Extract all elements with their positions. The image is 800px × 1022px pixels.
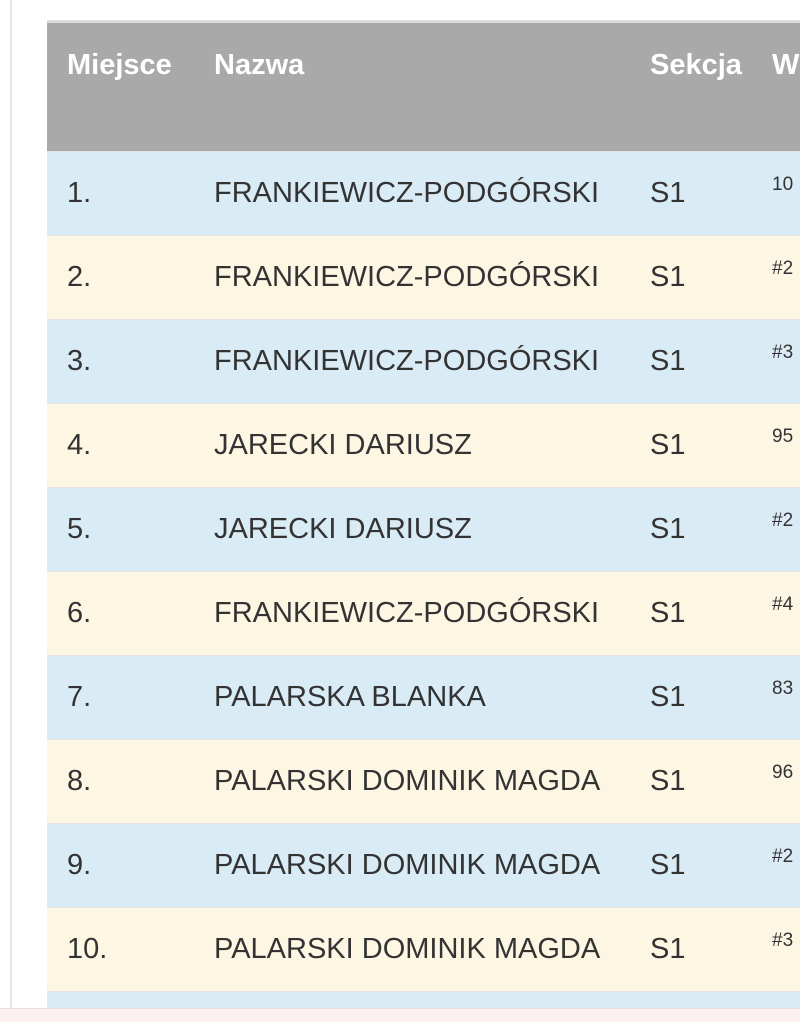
cell-place: 3.	[47, 319, 194, 404]
cell-empty	[630, 991, 754, 1010]
table-row[interactable]: 7. PALARSKA BLANKA S1 83	[47, 655, 800, 740]
table-row[interactable]: 6. FRANKIEWICZ-PODGÓRSKI S1 #4	[47, 571, 800, 656]
cell-empty	[194, 991, 630, 1010]
cell-name: FRANKIEWICZ-PODGÓRSKI	[194, 235, 630, 320]
cell-section: S1	[630, 739, 754, 824]
table-row[interactable]: 4. JARECKI DARIUSZ S1 95	[47, 403, 800, 488]
cell-name: PALARSKI DOMINIK MAGDA	[194, 823, 630, 908]
results-table-container: Miejsce Nazwa Sekcja W 1. FRANKIEWICZ-POD…	[47, 20, 800, 1010]
table-row[interactable]: 10. PALARSKI DOMINIK MAGDA S1 #3	[47, 907, 800, 992]
cell-w: #3	[754, 319, 800, 404]
results-table: Miejsce Nazwa Sekcja W 1. FRANKIEWICZ-POD…	[47, 20, 800, 1010]
cell-name: PALARSKI DOMINIK MAGDA	[194, 907, 630, 992]
cell-w: #3	[754, 907, 800, 992]
cell-name: JARECKI DARIUSZ	[194, 487, 630, 572]
cell-section: S1	[630, 235, 754, 320]
cell-place: 10.	[47, 907, 194, 992]
cell-w: 83	[754, 655, 800, 740]
cell-w: 95	[754, 403, 800, 488]
cell-place: 7.	[47, 655, 194, 740]
cell-w: #2	[754, 487, 800, 572]
cell-place: 1.	[47, 151, 194, 236]
cell-name: JARECKI DARIUSZ	[194, 403, 630, 488]
table-row[interactable]: 9. PALARSKI DOMINIK MAGDA S1 #2	[47, 823, 800, 908]
cell-w: 10	[754, 151, 800, 236]
cell-section: S1	[630, 571, 754, 656]
cell-name: FRANKIEWICZ-PODGÓRSKI	[194, 151, 630, 236]
cell-section: S1	[630, 151, 754, 236]
table-row[interactable]: 5. JARECKI DARIUSZ S1 #2	[47, 487, 800, 572]
cell-name: PALARSKI DOMINIK MAGDA	[194, 739, 630, 824]
bottom-bar	[0, 1008, 800, 1022]
table-header-row: Miejsce Nazwa Sekcja W	[47, 20, 800, 152]
cell-place: 2.	[47, 235, 194, 320]
cell-w: #4	[754, 571, 800, 656]
cell-empty	[754, 991, 800, 1010]
cell-name: FRANKIEWICZ-PODGÓRSKI	[194, 571, 630, 656]
header-sekcja[interactable]: Sekcja	[630, 20, 754, 152]
table-row[interactable]: 8. PALARSKI DOMINIK MAGDA S1 96	[47, 739, 800, 824]
table-row[interactable]: 2. FRANKIEWICZ-PODGÓRSKI S1 #2	[47, 235, 800, 320]
cell-name: PALARSKA BLANKA	[194, 655, 630, 740]
cell-section: S1	[630, 319, 754, 404]
cell-place: 9.	[47, 823, 194, 908]
page-border	[10, 0, 12, 1008]
cell-section: S1	[630, 823, 754, 908]
table-row[interactable]: 3. FRANKIEWICZ-PODGÓRSKI S1 #3	[47, 319, 800, 404]
cell-empty	[47, 991, 194, 1010]
cell-place: 8.	[47, 739, 194, 824]
cell-place: 6.	[47, 571, 194, 656]
cell-w: #2	[754, 235, 800, 320]
cell-w: 96	[754, 739, 800, 824]
table-row[interactable]: 1. FRANKIEWICZ-PODGÓRSKI S1 10	[47, 151, 800, 236]
cell-place: 4.	[47, 403, 194, 488]
cell-w: #2	[754, 823, 800, 908]
header-w[interactable]: W	[754, 20, 800, 152]
cell-section: S1	[630, 655, 754, 740]
cell-section: S1	[630, 907, 754, 992]
cell-section: S1	[630, 487, 754, 572]
header-nazwa[interactable]: Nazwa	[194, 20, 630, 152]
cell-name: FRANKIEWICZ-PODGÓRSKI	[194, 319, 630, 404]
cell-place: 5.	[47, 487, 194, 572]
cell-section: S1	[630, 403, 754, 488]
header-miejsce[interactable]: Miejsce	[47, 20, 194, 152]
table-row-partial	[47, 991, 800, 1010]
